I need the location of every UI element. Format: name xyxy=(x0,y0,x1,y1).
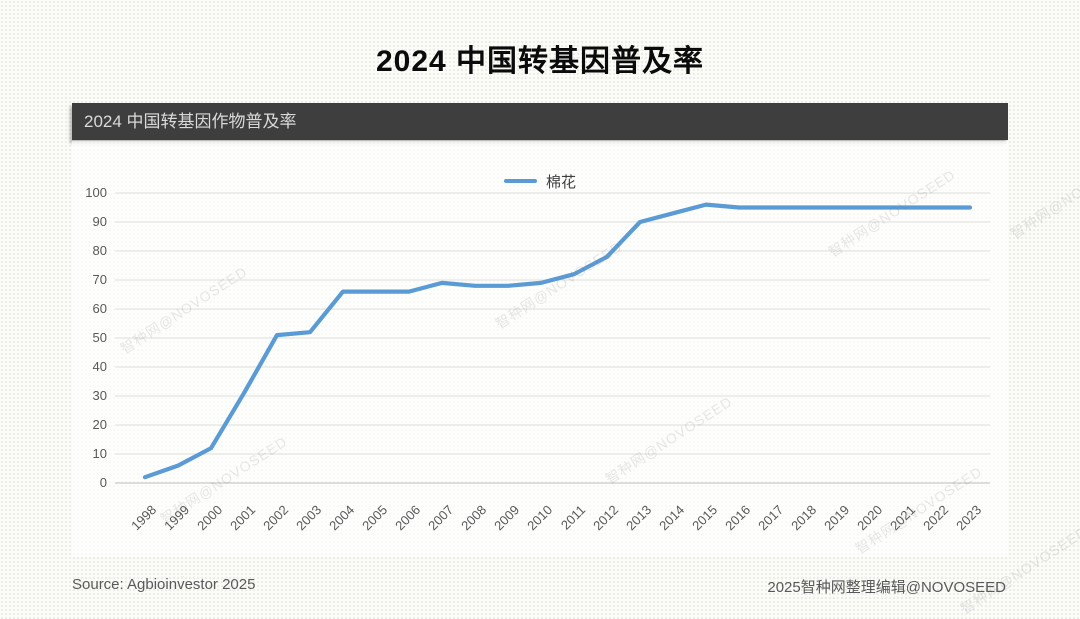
legend-line-swatch xyxy=(503,179,537,183)
legend-label: 棉花 xyxy=(545,173,576,191)
chart-header-bar: 2024 中国转基因作物普及率 xyxy=(72,103,1008,140)
y-tick-label: 0 xyxy=(99,475,107,490)
y-tick-label: 30 xyxy=(92,388,107,403)
y-tick-label: 80 xyxy=(92,243,107,258)
y-tick-label: 70 xyxy=(92,272,107,287)
y-tick-label: 100 xyxy=(85,185,107,200)
y-tick-label: 20 xyxy=(92,417,107,432)
chart-panel xyxy=(72,141,1008,557)
y-tick-label: 40 xyxy=(92,359,107,374)
credit-note: 2025智种网整理编辑@NOVOSEED xyxy=(767,579,1006,596)
y-tick-label: 10 xyxy=(92,446,107,461)
page-title: 2024 中国转基因普及率 xyxy=(375,45,705,78)
source-note: Source: Agbioinvestor 2025 xyxy=(72,576,256,593)
chart-legend: 棉花 xyxy=(0,170,1080,192)
y-tick-label: 60 xyxy=(92,301,107,316)
series-line-cotton xyxy=(142,202,973,480)
y-tick-label: 90 xyxy=(92,214,107,229)
y-tick-label: 50 xyxy=(92,330,107,345)
